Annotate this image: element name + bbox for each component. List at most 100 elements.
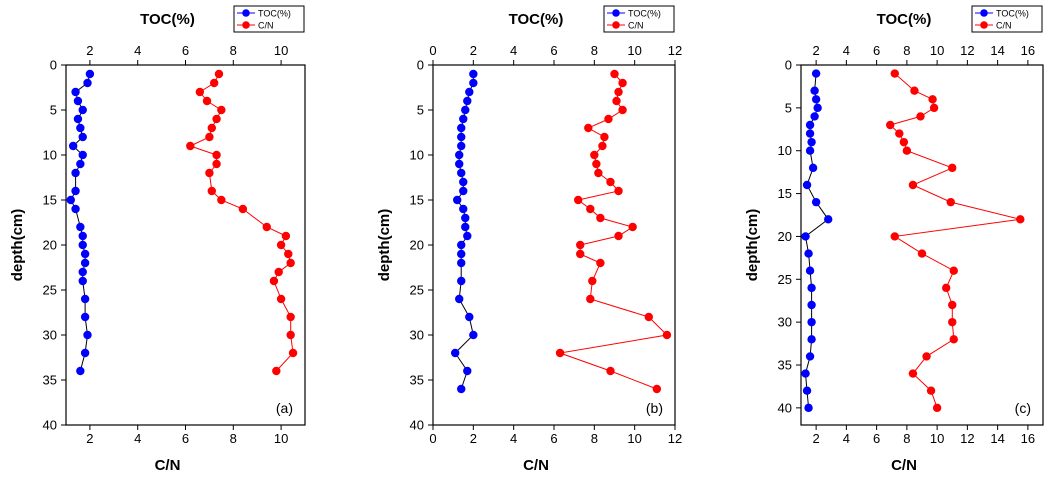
top-tick-label: 2 (470, 43, 477, 58)
data-point-toc (804, 249, 813, 258)
data-point-toc (811, 197, 821, 207)
top-axis-title: TOC(%) (877, 11, 932, 28)
bottom-tick-label: 4 (510, 431, 517, 446)
data-point-cn (929, 103, 939, 113)
data-point-cn (614, 186, 623, 196)
y-tick-label: 5 (785, 100, 792, 115)
y-tick-label: 15 (410, 193, 424, 208)
data-point-cn (212, 114, 221, 124)
bottom-axis-title: C/N (155, 457, 181, 474)
data-point-cn (594, 168, 603, 178)
y-tick-label: 20 (778, 229, 792, 244)
data-point-toc (83, 330, 92, 340)
data-point-cn (908, 369, 918, 378)
bottom-tick-label: 10 (627, 431, 641, 446)
legend-marker (612, 21, 620, 29)
bottom-tick-label: 12 (960, 431, 974, 446)
data-point-cn (926, 386, 936, 395)
legend-marker (242, 21, 250, 29)
data-point-toc (805, 352, 815, 361)
data-point-toc (813, 103, 822, 113)
data-point-cn (604, 114, 613, 124)
data-point-cn (212, 159, 221, 169)
bottom-tick-label: 14 (990, 431, 1004, 446)
data-point-cn (949, 266, 958, 275)
data-point-toc (68, 141, 78, 151)
top-axis-title: TOC(%) (509, 11, 564, 28)
top-tick-label: 8 (230, 43, 237, 58)
bottom-tick-label: 2 (470, 431, 477, 446)
data-point-cn (916, 112, 925, 121)
y-tick-label: 10 (778, 143, 792, 158)
legend-marker (980, 21, 988, 29)
bottom-tick-label: 8 (591, 431, 598, 446)
data-point-cn (284, 249, 293, 259)
y-tick-label: 0 (785, 58, 792, 73)
data-point-toc (80, 249, 90, 259)
data-point-toc (459, 114, 468, 124)
y-tick-label: 25 (410, 283, 424, 298)
top-tick-label: 10 (930, 43, 944, 58)
data-point-toc (457, 123, 466, 133)
y-tick-label: 40 (778, 400, 792, 415)
data-point-toc (73, 114, 83, 124)
data-point-toc (807, 317, 816, 327)
data-point-toc (461, 222, 470, 232)
y-axis-title: depth(cm) (9, 209, 26, 282)
data-point-cn (214, 69, 224, 79)
data-point-cn (272, 366, 281, 376)
data-point-toc (457, 258, 466, 268)
data-point-cn (586, 204, 595, 214)
top-tick-label: 10 (627, 43, 641, 58)
data-point-cn (205, 168, 214, 178)
data-point-cn (217, 105, 226, 115)
data-point-toc (801, 232, 810, 241)
data-point-toc (76, 366, 85, 376)
data-point-toc (80, 348, 90, 358)
data-point-toc (805, 266, 815, 275)
y-axis-title: depth(cm) (376, 209, 393, 282)
legend-entry: TOC(%) (996, 9, 1029, 19)
y-tick-label: 5 (50, 103, 57, 118)
data-point-cn (217, 195, 226, 205)
data-point-cn (238, 204, 248, 214)
panel-tag: (a) (276, 400, 293, 416)
data-point-toc (810, 86, 819, 95)
data-point-toc (461, 105, 470, 115)
y-tick-label: 0 (417, 58, 424, 73)
data-point-toc (457, 276, 466, 286)
data-point-cn (576, 249, 585, 259)
data-point-toc (465, 312, 474, 322)
y-tick-label: 20 (410, 238, 424, 253)
bottom-tick-label: 16 (1021, 431, 1035, 446)
chart-panel-c: 0 5 10 15 20 25 30 35 40 2 4 6 8 10 12 14 16 2 4 6 8 10 12 14 16… (744, 5, 1044, 474)
top-tick-label: 12 (960, 43, 974, 58)
data-point-cn (886, 120, 895, 130)
top-tick-label: 14 (990, 43, 1004, 58)
data-point-cn (895, 129, 904, 138)
data-point-toc (807, 300, 816, 310)
y-tick-label: 10 (43, 148, 57, 163)
data-point-cn (644, 312, 653, 322)
data-point-cn (288, 348, 298, 358)
bottom-tick-label: 12 (668, 431, 682, 446)
data-point-cn (276, 240, 286, 250)
data-point-toc (469, 330, 478, 340)
y-tick-label: 15 (43, 193, 57, 208)
legend-entry: C/N (996, 21, 1012, 31)
data-point-toc (805, 129, 815, 138)
data-point-cn (281, 231, 291, 241)
data-point-toc (76, 159, 85, 169)
data-point-cn (269, 276, 279, 286)
data-point-toc (78, 240, 87, 250)
data-point-toc (459, 204, 468, 214)
data-point-cn (618, 78, 627, 88)
data-point-toc (810, 112, 819, 121)
bottom-tick-label: 4 (843, 431, 850, 446)
data-point-cn (948, 163, 957, 173)
data-point-toc (801, 369, 810, 378)
data-point-toc (457, 132, 466, 142)
data-point-cn (948, 300, 957, 310)
data-point-toc (71, 87, 80, 97)
top-tick-label: 4 (843, 43, 850, 58)
